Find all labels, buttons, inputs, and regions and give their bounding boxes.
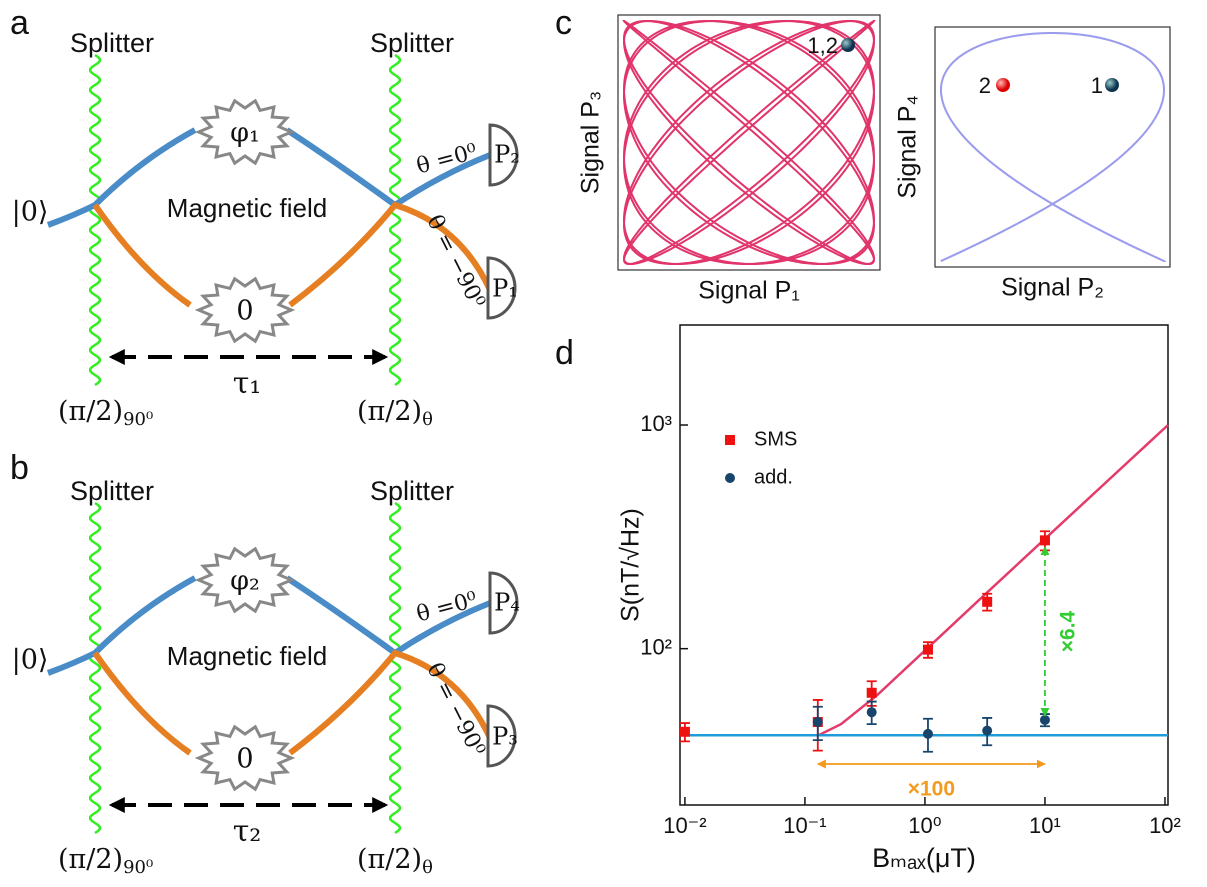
x-tick-label: 10² <box>1149 813 1181 838</box>
x-tick-label: 10¹ <box>1029 813 1061 838</box>
x-tick-label: 10⁰ <box>908 813 941 838</box>
beam-upper <box>46 575 197 676</box>
y-tick-label: 10³ <box>640 411 672 436</box>
theta-bottom: θ = −90⁰ <box>421 211 489 312</box>
pulse-base: (π/2) <box>58 396 123 427</box>
panel-label: d <box>555 334 574 372</box>
detector <box>488 571 519 635</box>
detector-bottom: P₁ <box>492 275 518 303</box>
y-axis-label: Signal P₃ <box>577 91 605 194</box>
beam-lower <box>288 649 493 756</box>
splitter-right: Splitter <box>370 476 454 506</box>
x-axis-label: Bₘₐₓ(μT) <box>872 843 976 873</box>
lissajous-curve <box>940 32 1167 262</box>
pulse-sub: θ <box>422 409 433 430</box>
data-point <box>1039 535 1050 546</box>
plot-frame <box>617 14 881 271</box>
pulse-base: (π/2) <box>58 844 123 875</box>
y-axis-label: Signal P₄ <box>894 95 922 198</box>
field: Magnetic field <box>167 641 327 671</box>
data-point <box>812 717 823 728</box>
x-axis-label: Signal P₁ <box>698 277 800 305</box>
y-tick-label: 10² <box>640 634 672 659</box>
annotation-label: ×6.4 <box>1056 610 1079 652</box>
plot-frame <box>934 26 1171 268</box>
legend-marker <box>725 435 735 445</box>
wave-splitter <box>388 501 402 835</box>
state-point <box>996 78 1010 92</box>
beam-lower <box>92 203 192 308</box>
pulse-sub: 90⁰ <box>123 409 153 430</box>
splitter-left: Splitter <box>70 476 154 506</box>
panel-label: c <box>555 4 572 42</box>
fit-line <box>680 424 1169 737</box>
x-tick-label: 10⁻¹ <box>783 813 826 838</box>
legend-label: SMS <box>754 428 797 450</box>
data-point <box>866 687 877 698</box>
detector <box>488 123 519 187</box>
legend-marker <box>725 473 735 483</box>
data-point <box>922 728 933 739</box>
splitter-left: Splitter <box>70 28 154 58</box>
annotation-label: ×100 <box>908 778 955 801</box>
detector <box>486 704 517 768</box>
data-point <box>679 726 690 737</box>
panel-label: a <box>10 4 29 42</box>
lissajous-curve <box>622 20 876 265</box>
beam-upper <box>46 127 197 228</box>
pulse-label: (π/2)θ <box>357 844 433 879</box>
pulse-label: (π/2)90⁰ <box>58 844 153 879</box>
wave-splitter <box>388 53 402 387</box>
splitter-right: Splitter <box>370 28 454 58</box>
beam-lower <box>92 651 192 756</box>
panel-label: b <box>10 449 29 487</box>
pulse-base: (π/2) <box>357 396 422 427</box>
y-axis-label: S(nT/√Hz) <box>617 508 645 622</box>
plot-frame <box>679 324 1169 806</box>
phase-top: φ₂ <box>230 566 260 597</box>
x-axis-label: Signal P₂ <box>1001 274 1104 302</box>
delay: τ₂ <box>233 814 262 849</box>
pulse-sub: θ <box>422 857 433 878</box>
input: |0⟩ <box>12 645 49 676</box>
delay: τ₁ <box>233 366 262 401</box>
data-point <box>982 596 993 607</box>
data-point <box>982 725 993 736</box>
state-point <box>1105 78 1119 92</box>
detector-bottom: P₃ <box>492 723 518 751</box>
pulse-label: (π/2)θ <box>357 396 433 431</box>
detector-top: P₂ <box>494 141 520 169</box>
data-point <box>1039 714 1050 725</box>
wave-splitter <box>88 53 102 387</box>
phase-bottom: 0 <box>236 744 253 775</box>
phase-bottom: 0 <box>236 296 253 327</box>
data-point <box>922 644 933 655</box>
pulse-sub: 90⁰ <box>123 857 153 878</box>
pulse-label: (π/2)90⁰ <box>58 396 153 431</box>
phase-top: φ₁ <box>230 118 260 149</box>
phase-star <box>194 546 296 614</box>
detector-top: P₄ <box>494 589 520 617</box>
phase-star <box>194 276 296 344</box>
wave-splitter <box>88 501 102 835</box>
point-label: 1,2 <box>807 33 838 58</box>
data-point <box>866 707 877 718</box>
point-label: 2 <box>979 73 991 98</box>
input: |0⟩ <box>12 197 49 228</box>
phase-star <box>194 98 296 166</box>
beam-lower <box>288 201 493 308</box>
x-tick-label: 10⁻² <box>663 813 706 838</box>
pulse-base: (π/2) <box>357 844 422 875</box>
detector <box>486 256 517 320</box>
legend-label: add. <box>754 466 793 488</box>
theta-bottom: θ = −90⁰ <box>421 659 489 760</box>
point-label: 1 <box>1091 73 1103 98</box>
phase-star <box>194 724 296 792</box>
state-point <box>841 38 855 52</box>
field: Magnetic field <box>167 193 327 223</box>
